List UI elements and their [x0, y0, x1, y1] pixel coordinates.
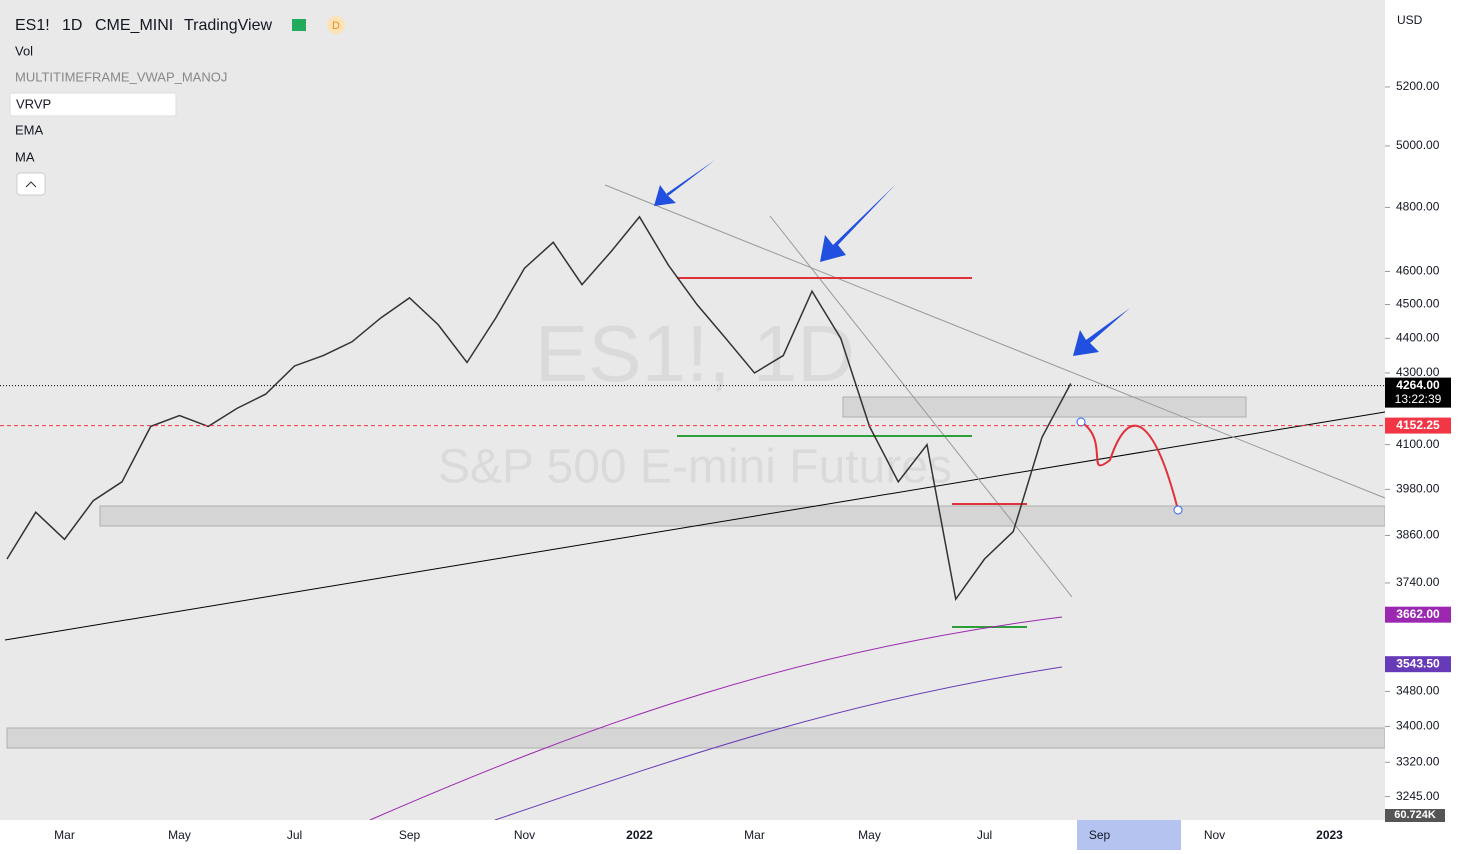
y-tick-label: 3480.00 — [1396, 684, 1440, 698]
indicator: MULTITIMEFRAME_VWAP_MANOJ — [15, 69, 227, 84]
price-badge-sub: 13:22:39 — [1395, 392, 1442, 406]
arrow — [820, 185, 895, 262]
x-tick-label: Mar — [744, 828, 765, 842]
y-tick-label: 4800.00 — [1396, 200, 1440, 214]
price-badge — [1385, 656, 1451, 673]
currency[interactable]: USD — [1397, 13, 1423, 27]
badge-text: D — [332, 20, 340, 32]
watermark: ES1!, 1D — [535, 309, 855, 398]
price-line — [6, 215, 1072, 602]
indicator-box[interactable] — [9, 92, 177, 117]
y-tick-label: 4100.00 — [1396, 437, 1440, 451]
y-tick-label: 4600.00 — [1396, 264, 1440, 278]
indicator[interactable]: VRVP — [16, 96, 51, 111]
volume-badge-label: 60.724K — [1394, 809, 1436, 821]
x-tick-label: Sep — [1089, 828, 1111, 842]
x-tick-label: May — [168, 828, 191, 842]
x-tick-label: May — [858, 828, 881, 842]
price-badge-label: 3543.50 — [1396, 656, 1440, 670]
y-tick-label: 5200.00 — [1396, 79, 1440, 93]
y-tick-label: 3860.00 — [1396, 528, 1440, 542]
collapse-button[interactable] — [16, 172, 46, 196]
indicator: MA — [15, 149, 35, 164]
trend-line — [604, 184, 1386, 499]
price-badge — [1385, 417, 1451, 434]
arrow — [1073, 308, 1130, 356]
ema-line — [369, 616, 1063, 821]
x-tick-label: Jul — [977, 828, 992, 842]
x-tick-label: Nov — [514, 828, 535, 842]
x-tick-label: Mar — [54, 828, 75, 842]
y-tick-label: 3320.00 — [1396, 754, 1440, 768]
y-tick-label: 3740.00 — [1396, 575, 1440, 589]
symbol: ES1! — [15, 17, 50, 34]
trend-line — [769, 215, 1073, 598]
x-tick-label: 2023 — [1316, 828, 1343, 842]
y-tick-label: 4400.00 — [1396, 331, 1440, 345]
zone — [99, 505, 1386, 527]
indicator: Vol — [15, 43, 33, 58]
trend-line — [4, 411, 1386, 641]
y-tick-label: 3400.00 — [1396, 719, 1440, 733]
y-tick-label: 3245.00 — [1396, 789, 1440, 803]
y-tick-label: 4300.00 — [1396, 365, 1440, 379]
y-tick-label: 3980.00 — [1396, 482, 1440, 496]
price-badge-label: 4264.00 — [1396, 378, 1440, 392]
handle — [1173, 505, 1183, 515]
x-tick-label: Nov — [1204, 828, 1225, 842]
handle — [1076, 417, 1086, 427]
zone — [6, 727, 1386, 749]
y-tick-label: 5000.00 — [1396, 138, 1440, 152]
price-badge — [1385, 377, 1451, 408]
price-badge-label: 4152.25 — [1396, 418, 1440, 432]
price-badge-label: 3662.00 — [1396, 607, 1440, 621]
arrow — [654, 160, 715, 206]
price-badge — [1385, 606, 1451, 623]
ma-line — [494, 666, 1063, 821]
x-tick-label: 2022 — [626, 828, 653, 842]
volume-badge — [1385, 809, 1445, 822]
y-tick-label: 4500.00 — [1396, 297, 1440, 311]
badge — [327, 16, 345, 34]
interval: 1D — [62, 17, 82, 34]
time-highlight — [1077, 820, 1181, 850]
projection — [1080, 421, 1179, 511]
source: TradingView — [184, 17, 272, 34]
indicator: EMA — [15, 122, 44, 137]
chevron — [25, 181, 37, 188]
x-tick-label: Jul — [287, 828, 302, 842]
exchange: CME_MINI — [95, 17, 173, 34]
x-tick-label: Sep — [399, 828, 421, 842]
watermark: S&P 500 E-mini Futures — [438, 441, 952, 494]
flag — [292, 19, 306, 31]
zone — [842, 396, 1247, 418]
